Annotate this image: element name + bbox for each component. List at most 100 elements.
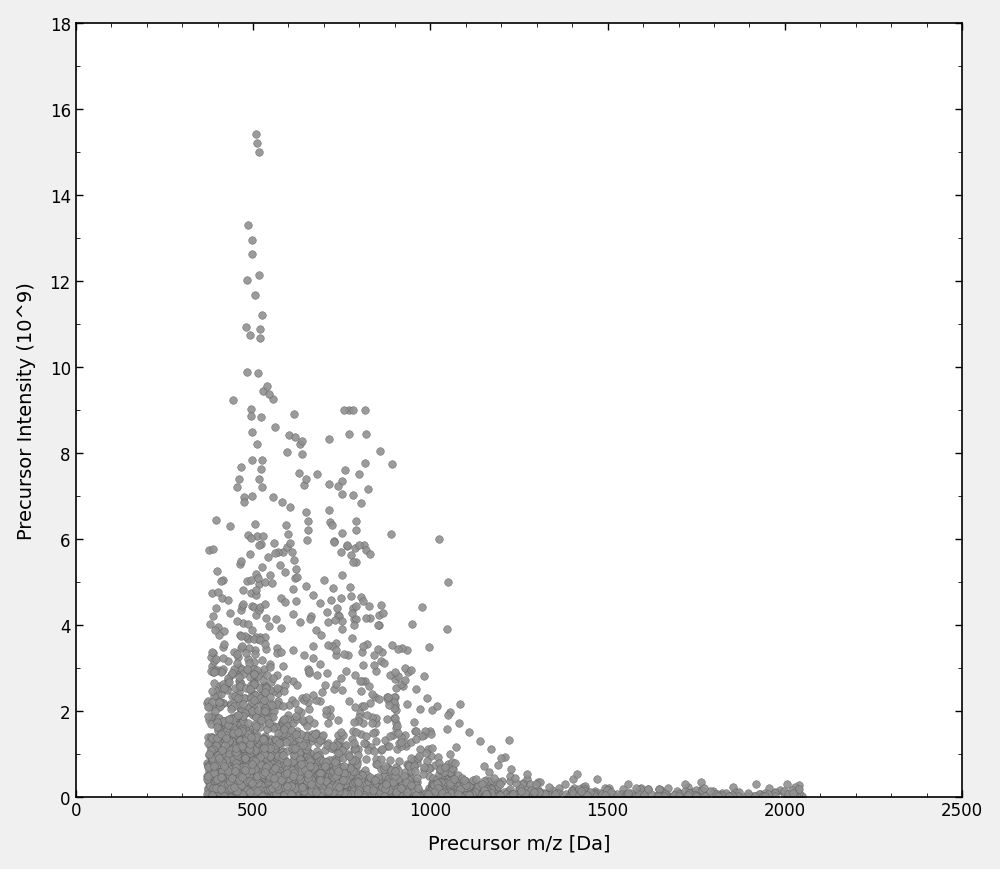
Point bbox=[328, 779, 344, 793]
Point bbox=[320, 755, 336, 769]
Point bbox=[326, 786, 342, 799]
Point bbox=[345, 772, 361, 786]
Point bbox=[741, 788, 757, 802]
Point bbox=[286, 763, 302, 777]
Point bbox=[226, 761, 242, 775]
Point bbox=[285, 771, 301, 785]
Point bbox=[273, 782, 289, 796]
Point bbox=[251, 473, 267, 487]
Point bbox=[359, 778, 375, 792]
Point bbox=[301, 753, 317, 766]
Point bbox=[463, 785, 479, 799]
Point bbox=[280, 527, 296, 541]
Point bbox=[231, 674, 247, 688]
Point bbox=[298, 746, 314, 760]
Point bbox=[283, 769, 299, 783]
Point bbox=[227, 727, 243, 741]
Point bbox=[488, 782, 504, 796]
Point bbox=[230, 753, 246, 767]
Point bbox=[379, 712, 395, 726]
Point bbox=[226, 714, 242, 728]
Point bbox=[262, 754, 278, 768]
Point bbox=[347, 753, 363, 767]
Point bbox=[408, 725, 424, 739]
Point bbox=[325, 786, 341, 800]
Point bbox=[324, 779, 340, 793]
Point bbox=[381, 776, 397, 790]
Point bbox=[411, 789, 427, 803]
Point bbox=[226, 700, 242, 713]
Point bbox=[292, 779, 308, 793]
Point bbox=[261, 784, 277, 798]
Point bbox=[456, 777, 472, 791]
Point bbox=[266, 536, 282, 550]
Point bbox=[289, 786, 305, 799]
Point bbox=[497, 787, 513, 801]
Point bbox=[231, 758, 247, 772]
Point bbox=[241, 782, 257, 796]
Point bbox=[350, 788, 366, 802]
Point bbox=[740, 786, 756, 799]
Point bbox=[294, 780, 310, 794]
Point bbox=[309, 749, 325, 763]
Point bbox=[328, 760, 344, 774]
Point bbox=[332, 779, 348, 793]
Point bbox=[341, 773, 357, 787]
Point bbox=[292, 762, 308, 776]
Point bbox=[261, 771, 277, 785]
Point bbox=[216, 749, 232, 763]
Point bbox=[431, 766, 447, 780]
Point bbox=[294, 784, 310, 798]
Point bbox=[571, 783, 587, 797]
Point bbox=[232, 664, 248, 678]
Point bbox=[295, 780, 311, 794]
Point bbox=[250, 703, 266, 717]
Point bbox=[349, 780, 365, 794]
Point bbox=[284, 741, 300, 755]
Point bbox=[457, 788, 473, 802]
Point bbox=[276, 684, 292, 698]
Point bbox=[329, 773, 345, 786]
Point bbox=[328, 756, 344, 770]
Point bbox=[424, 741, 440, 755]
Point bbox=[428, 783, 444, 797]
Point bbox=[354, 766, 370, 779]
Point bbox=[255, 764, 271, 778]
Point bbox=[312, 771, 328, 785]
Point bbox=[404, 617, 420, 631]
Point bbox=[292, 749, 308, 763]
Point bbox=[434, 781, 450, 795]
Point bbox=[246, 677, 262, 691]
Point bbox=[242, 683, 258, 697]
Point bbox=[222, 520, 238, 534]
Point bbox=[268, 787, 284, 801]
Point bbox=[372, 445, 388, 459]
Point bbox=[434, 786, 450, 799]
Point bbox=[273, 789, 289, 803]
Point bbox=[261, 760, 277, 774]
Point bbox=[747, 789, 763, 803]
Point bbox=[424, 787, 440, 801]
Point bbox=[442, 787, 458, 801]
Point bbox=[265, 392, 281, 406]
Point bbox=[398, 783, 414, 797]
Point bbox=[467, 786, 483, 799]
Point bbox=[446, 773, 462, 786]
Point bbox=[564, 784, 580, 798]
Point bbox=[321, 780, 337, 794]
Point bbox=[760, 787, 776, 801]
Point bbox=[421, 780, 437, 794]
Point bbox=[310, 786, 326, 799]
Point bbox=[249, 737, 265, 751]
Point bbox=[218, 728, 234, 742]
Point bbox=[332, 778, 348, 792]
Point bbox=[231, 473, 247, 487]
Point bbox=[269, 779, 285, 793]
Point bbox=[440, 758, 456, 772]
Point bbox=[270, 726, 286, 740]
Point bbox=[296, 648, 312, 662]
Point bbox=[287, 741, 303, 755]
Point bbox=[423, 790, 439, 804]
Point bbox=[260, 778, 276, 792]
Point bbox=[272, 789, 288, 803]
